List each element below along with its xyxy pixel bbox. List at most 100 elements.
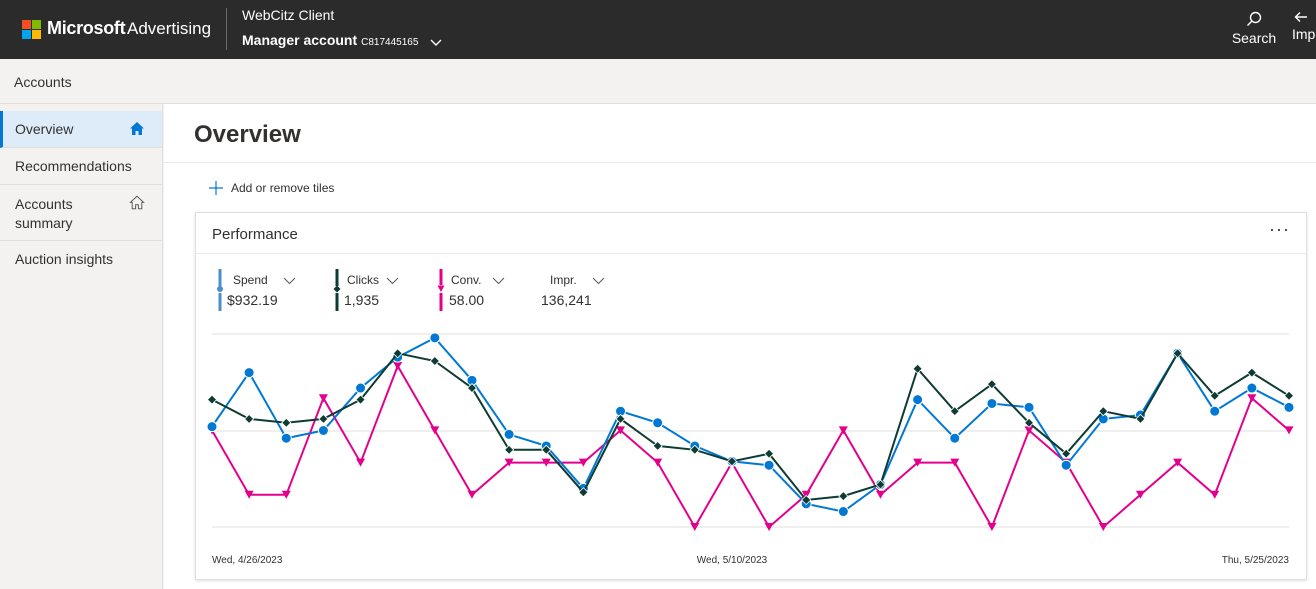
data-point-conv-24[interactable]	[1098, 523, 1108, 531]
data-point-conv-20[interactable]	[950, 458, 960, 467]
data-point-spend-6[interactable]	[429, 332, 441, 344]
chevron-down-icon[interactable]	[592, 277, 605, 285]
data-point-clicks-7[interactable]	[466, 382, 478, 394]
data-point-conv-2[interactable]	[281, 490, 291, 499]
data-point-conv-10[interactable]	[578, 458, 588, 467]
data-point-clicks-21[interactable]	[986, 379, 997, 390]
data-point-conv-17[interactable]	[838, 426, 848, 435]
data-point-conv-6[interactable]	[430, 426, 440, 435]
data-point-conv-29[interactable]	[1284, 426, 1294, 435]
data-point-spend-0[interactable]	[206, 421, 218, 433]
data-point-clicks-27[interactable]	[1209, 390, 1220, 401]
data-point-clicks-5[interactable]	[392, 348, 403, 359]
data-point-conv-22[interactable]	[1024, 426, 1034, 435]
data-point-conv-26[interactable]	[1173, 458, 1183, 467]
performance-chart[interactable]: Wed, 4/26/2023 Wed, 5/10/2023 Thu, 5/25/…	[196, 213, 1306, 579]
data-point-spend-17[interactable]	[837, 506, 849, 518]
data-point-conv-18[interactable]	[875, 490, 885, 499]
sidebar-item-recommendations[interactable]: Recommendations	[0, 148, 162, 185]
data-point-spend-27[interactable]	[1209, 405, 1221, 417]
data-point-spend-23[interactable]	[1060, 459, 1072, 471]
data-point-spend-19[interactable]	[912, 394, 924, 406]
data-point-clicks-23[interactable]	[1061, 448, 1072, 459]
data-point-spend-4[interactable]	[355, 382, 367, 394]
data-point-clicks-20[interactable]	[949, 406, 960, 417]
data-point-clicks-3[interactable]	[318, 413, 329, 424]
home-outline-icon[interactable]	[129, 195, 145, 210]
metric-value: 136,241	[541, 292, 592, 308]
section-title[interactable]: Accounts	[14, 74, 72, 90]
add-remove-tiles-button[interactable]: Add or remove tiles	[208, 180, 334, 196]
metric-spend[interactable]: Spend $932.19	[216, 269, 306, 311]
data-point-conv-3[interactable]	[318, 394, 328, 403]
data-point-conv-9[interactable]	[541, 458, 551, 467]
chevron-down-icon[interactable]	[492, 277, 505, 285]
sidebar-item-overview[interactable]: Overview	[0, 111, 162, 148]
sidebar-item-auction-insights[interactable]: Auction insights	[0, 241, 162, 278]
data-point-clicks-6[interactable]	[429, 355, 440, 367]
data-point-clicks-16[interactable]	[801, 494, 812, 506]
product-name[interactable]: Advertising	[127, 19, 212, 38]
chevron-down-icon[interactable]	[386, 277, 399, 285]
metric-conversions[interactable]: Conv. 58.00	[437, 269, 517, 311]
data-point-spend-22[interactable]	[1023, 401, 1035, 413]
data-point-clicks-24[interactable]	[1098, 406, 1109, 417]
data-point-conv-12[interactable]	[653, 458, 663, 467]
data-point-clicks-10[interactable]	[578, 487, 589, 498]
data-point-spend-29[interactable]	[1283, 401, 1295, 413]
data-point-clicks-11[interactable]	[615, 413, 626, 424]
data-point-clicks-29[interactable]	[1283, 390, 1295, 401]
chevron-down-icon[interactable]	[283, 277, 296, 285]
data-point-clicks-26[interactable]	[1172, 348, 1183, 359]
data-point-clicks-15[interactable]	[764, 448, 775, 459]
data-point-clicks-14[interactable]	[726, 456, 737, 467]
account-switcher[interactable]: Manager account C817445165	[242, 32, 442, 48]
data-point-spend-1[interactable]	[243, 367, 255, 379]
sidebar-item-accounts-summary[interactable]: Accounts summary	[0, 185, 162, 241]
data-point-conv-28[interactable]	[1247, 394, 1257, 403]
search-button[interactable]: Search	[1230, 9, 1278, 46]
data-point-spend-2[interactable]	[280, 432, 292, 444]
data-point-spend-12[interactable]	[652, 417, 664, 429]
home-icon[interactable]	[129, 121, 145, 136]
data-point-clicks-22[interactable]	[1023, 417, 1035, 428]
data-point-clicks-4[interactable]	[355, 394, 366, 405]
data-point-clicks-1[interactable]	[244, 413, 255, 424]
data-point-clicks-2[interactable]	[281, 417, 292, 428]
data-point-spend-20[interactable]	[949, 432, 961, 444]
data-point-clicks-9[interactable]	[541, 444, 552, 455]
data-point-spend-15[interactable]	[763, 459, 775, 471]
data-point-conv-7[interactable]	[467, 490, 477, 499]
data-point-clicks-19[interactable]	[912, 363, 923, 374]
data-point-spend-28[interactable]	[1246, 382, 1258, 394]
data-point-clicks-13[interactable]	[689, 444, 700, 455]
data-point-conv-19[interactable]	[913, 458, 923, 467]
data-point-clicks-17[interactable]	[838, 491, 849, 502]
data-point-conv-5[interactable]	[393, 362, 403, 370]
data-point-conv-8[interactable]	[504, 458, 514, 467]
data-point-conv-4[interactable]	[356, 458, 366, 467]
more-options-button[interactable]: ···	[1269, 219, 1290, 239]
data-point-conv-11[interactable]	[616, 426, 626, 435]
data-point-clicks-8[interactable]	[504, 444, 515, 455]
data-point-conv-15[interactable]	[764, 523, 774, 531]
data-point-clicks-0[interactable]	[206, 394, 218, 405]
metric-clicks[interactable]: Clicks 1,935	[333, 269, 413, 311]
data-point-conv-13[interactable]	[690, 523, 700, 531]
data-point-spend-3[interactable]	[317, 425, 329, 436]
data-point-conv-21[interactable]	[987, 523, 997, 531]
data-point-conv-27[interactable]	[1210, 490, 1220, 499]
data-point-spend-8[interactable]	[503, 428, 515, 440]
data-point-clicks-12[interactable]	[652, 440, 663, 452]
data-point-clicks-28[interactable]	[1246, 367, 1257, 378]
microsoft-logo-icon[interactable]	[22, 20, 41, 39]
brand-name[interactable]: Microsoft	[47, 18, 126, 38]
metric-impressions[interactable]: Impr. 136,241	[540, 269, 620, 311]
data-point-conv-25[interactable]	[1135, 490, 1145, 499]
data-point-clicks-25[interactable]	[1135, 413, 1146, 424]
data-point-spend-21[interactable]	[986, 397, 998, 409]
data-point-conv-16[interactable]	[801, 490, 811, 499]
data-point-clicks-18[interactable]	[875, 479, 886, 490]
import-button[interactable]: Imp	[1292, 9, 1316, 42]
data-point-conv-1[interactable]	[244, 490, 254, 499]
